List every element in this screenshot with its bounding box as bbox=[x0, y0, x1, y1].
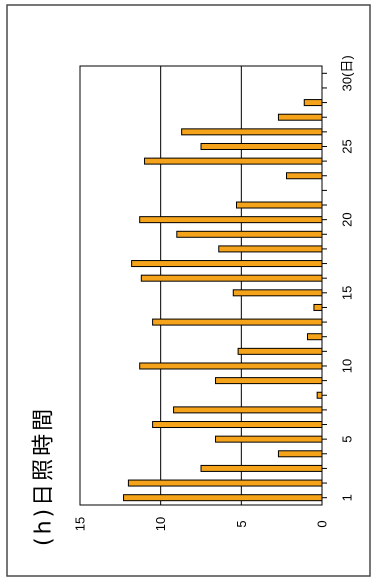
gridlines bbox=[160, 66, 242, 505]
x-axis-ticks bbox=[322, 72, 327, 499]
bar-day-18 bbox=[218, 245, 323, 253]
bar-day-24 bbox=[144, 157, 323, 165]
x-tick-label-10: 10 bbox=[340, 359, 355, 373]
y-axis-title: (h)日照時間 bbox=[32, 406, 57, 546]
bar-day-11 bbox=[237, 347, 323, 355]
bar-day-3 bbox=[200, 464, 323, 472]
bar-day-10 bbox=[139, 362, 323, 370]
bar-day-6 bbox=[152, 421, 323, 429]
x-tick-label-1: 1 bbox=[340, 494, 355, 501]
x-tick-label-30: 30(日) bbox=[340, 55, 355, 91]
bar-day-8 bbox=[316, 391, 323, 399]
bar-day-20 bbox=[139, 216, 323, 224]
bar-day-19 bbox=[176, 230, 323, 238]
bar-day-17 bbox=[131, 260, 323, 268]
y-tick-label-15: 15 bbox=[73, 517, 88, 531]
y-tick-label-5: 5 bbox=[234, 520, 249, 527]
bar-day-1 bbox=[123, 494, 323, 502]
bar-day-28 bbox=[303, 99, 323, 107]
bar-day-13 bbox=[152, 318, 323, 326]
x-tick-label-15: 15 bbox=[340, 286, 355, 300]
y-tick-label-10: 10 bbox=[153, 517, 168, 531]
bar-day-5 bbox=[215, 435, 323, 443]
bar-day-21 bbox=[235, 201, 323, 209]
x-tick-label-5: 5 bbox=[340, 436, 355, 443]
y-axis-tick-labels: 0 5 10 15 bbox=[73, 517, 330, 531]
bar-day-2 bbox=[127, 479, 323, 487]
bar-day-9 bbox=[215, 377, 323, 385]
bar-day-23 bbox=[286, 172, 323, 180]
x-tick-label-20: 20 bbox=[340, 212, 355, 226]
x-tick-label-25: 25 bbox=[340, 139, 355, 153]
bar-day-12 bbox=[306, 333, 323, 341]
bar-day-25 bbox=[200, 142, 323, 150]
plot-area bbox=[79, 65, 323, 506]
bar-day-7 bbox=[173, 406, 323, 414]
bar-day-14 bbox=[313, 303, 323, 311]
bars bbox=[123, 99, 323, 502]
y-tick-label-0: 0 bbox=[315, 520, 330, 527]
bar-day-27 bbox=[277, 113, 323, 121]
bar-day-26 bbox=[181, 128, 323, 136]
bar-day-15 bbox=[232, 289, 323, 297]
bar-day-4 bbox=[277, 450, 323, 458]
bar-day-16 bbox=[140, 274, 323, 282]
chart-frame bbox=[6, 4, 371, 577]
